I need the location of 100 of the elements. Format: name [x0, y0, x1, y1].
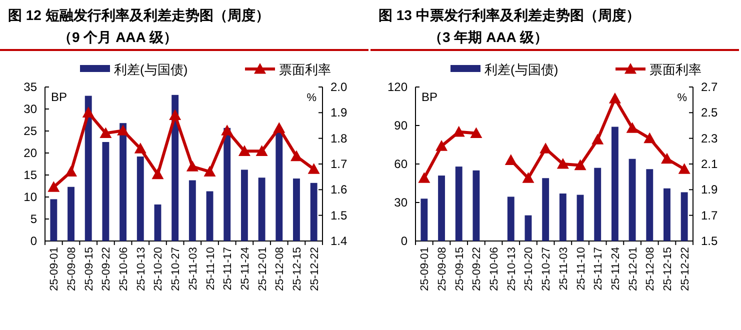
bar — [102, 142, 110, 241]
point — [470, 127, 482, 138]
bar — [240, 170, 248, 241]
x-tick-label: 25-11-03 — [558, 247, 570, 290]
x-tick-label: 25-12-01 — [256, 247, 269, 292]
point — [678, 163, 690, 174]
bar — [136, 156, 144, 241]
y2-tick-label: 2.5 — [701, 106, 718, 120]
x-tick-label: 25-09-01 — [48, 247, 61, 292]
bar — [420, 198, 428, 241]
bar — [680, 192, 688, 241]
x-tick-label: 25-12-08 — [644, 247, 657, 292]
bar — [594, 168, 602, 241]
chart-title: 图 12 短融发行利率及利差走势图（周度） — [8, 7, 270, 23]
y2-tick-label: 1.9 — [701, 182, 718, 197]
bar — [611, 126, 618, 241]
y2-axis-title: % — [306, 92, 317, 104]
x-tick-label: 25-12-15 — [291, 247, 304, 292]
bar — [68, 186, 74, 241]
point — [186, 160, 198, 172]
bar — [120, 123, 127, 241]
bar — [50, 199, 58, 241]
legend-label: 利差(与国债) — [484, 62, 558, 77]
x-tick-label: 25-10-06 — [488, 247, 501, 292]
y2-tick-label: 1.7 — [330, 157, 348, 171]
bar — [258, 178, 266, 241]
point — [117, 124, 130, 136]
point — [100, 127, 112, 138]
x-tick-label: 25-11-17 — [592, 247, 605, 290]
x-tick-label: 25-11-10 — [204, 247, 217, 290]
point — [134, 142, 146, 154]
y-axis-title: BP — [422, 90, 438, 104]
point — [169, 109, 182, 120]
y2-axis-title: % — [677, 92, 688, 104]
x-tick-label: 25-10-20 — [523, 247, 536, 292]
x-tick-label: 25-09-08 — [66, 247, 78, 292]
x-tick-label: 25-10-13 — [135, 247, 148, 292]
x-tick-label: 25-12-08 — [274, 247, 286, 292]
y2-tick-label: 1.8 — [330, 131, 348, 146]
legend-label: 利差(与国债) — [114, 62, 188, 77]
y2-tick-label: 2.3 — [701, 131, 718, 146]
point — [256, 145, 268, 156]
y-tick-label: 90 — [394, 118, 408, 132]
x-tick-label: 25-12-15 — [662, 247, 674, 292]
y-axis-title: BP — [51, 90, 68, 104]
point — [540, 142, 552, 154]
point — [504, 154, 517, 165]
y-tick-label: 10 — [24, 190, 38, 204]
x-tick-label: 25-11-10 — [575, 247, 588, 290]
bar — [438, 176, 445, 241]
point — [660, 152, 673, 164]
legend-label: 票面利率 — [279, 62, 331, 77]
point — [418, 172, 430, 183]
chart-subtitle: （9 个月 AAA 级） — [58, 29, 178, 45]
bar — [455, 166, 462, 241]
point — [452, 126, 465, 137]
y-tick-label: 0 — [30, 234, 38, 248]
y-tick-label: 15 — [24, 168, 38, 182]
y-tick-label: 5 — [30, 212, 38, 226]
bar — [472, 170, 480, 241]
x-tick-label: 25-11-24 — [610, 247, 622, 290]
bar — [84, 96, 92, 241]
point — [152, 168, 164, 180]
x-tick-label: 25-10-27 — [540, 247, 553, 292]
point — [273, 122, 286, 133]
x-tick-label: 25-09-15 — [83, 247, 96, 292]
x-tick-label: 25-12-01 — [627, 247, 640, 292]
y-tick-label: 25 — [24, 124, 38, 138]
legend-label: 票面利率 — [650, 62, 702, 77]
x-tick-label: 25-11-24 — [239, 247, 252, 290]
y-tick-label: 30 — [394, 196, 408, 210]
point — [626, 122, 638, 133]
x-tick-label: 25-09-22 — [100, 247, 113, 292]
bar — [276, 131, 283, 241]
point — [436, 140, 448, 151]
x-tick-label: 25-10-13 — [506, 247, 518, 292]
bar — [188, 180, 196, 241]
chart-subtitle: （3 年期 AAA 级） — [428, 29, 548, 45]
y2-tick-label: 2.1 — [701, 157, 718, 171]
bar — [542, 178, 550, 241]
point — [608, 92, 621, 104]
x-tick-label: 25-09-15 — [454, 247, 466, 292]
x-tick-label: 25-12-22 — [679, 247, 692, 292]
point — [644, 132, 656, 144]
point — [556, 158, 569, 169]
bar — [154, 204, 162, 241]
y2-tick-label: 1.5 — [701, 234, 718, 248]
y2-tick-label: 2.7 — [701, 80, 718, 94]
point — [238, 145, 250, 156]
bar — [507, 196, 514, 241]
point — [574, 159, 586, 170]
x-tick-label: 25-11-17 — [222, 247, 234, 290]
y2-tick-label: 1.7 — [701, 208, 718, 222]
point — [82, 106, 94, 118]
point — [592, 134, 604, 144]
x-tick-label: 25-10-20 — [152, 247, 165, 292]
x-tick-label: 25-10-06 — [118, 247, 130, 292]
point — [522, 172, 534, 183]
y-tick-label: 0 — [400, 234, 408, 248]
y2-tick-label: 1.4 — [330, 234, 348, 248]
